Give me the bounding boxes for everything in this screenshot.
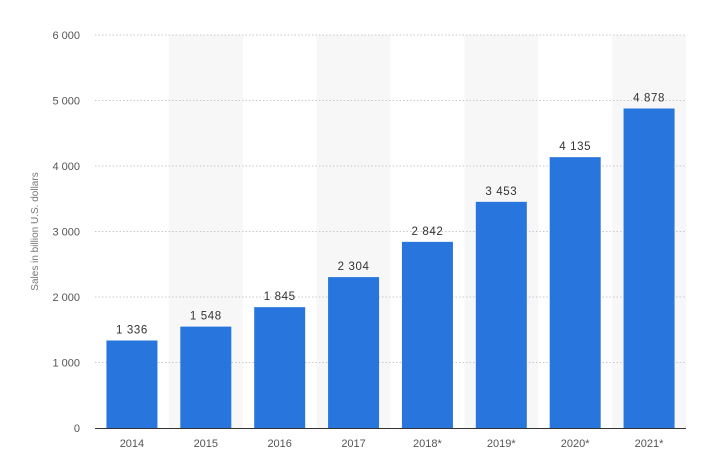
bar-2019: [475, 201, 527, 428]
x-tick-label: 2019*: [487, 438, 516, 450]
y-tick-label: 1 000: [52, 358, 80, 370]
x-tick-label: 2018*: [413, 438, 442, 450]
y-tick-label: 3 000: [52, 227, 80, 239]
bar-2021: [623, 108, 675, 428]
y-axis-label: Sales in billion U.S. dollars: [30, 172, 41, 290]
x-tick-label: 2015: [194, 438, 218, 450]
bar-2015: [180, 326, 232, 428]
bar-2014: [106, 340, 158, 428]
data-label: 4 135: [559, 141, 591, 153]
data-label: 1 548: [190, 311, 222, 323]
data-labels: 1 336 1 548 1 845 2 304 2 842 3 453 4 135 4 878: [116, 92, 665, 336]
data-label: 4 878: [633, 92, 665, 104]
y-tick-label: 4 000: [52, 161, 80, 173]
bar-2017: [328, 277, 380, 428]
bar-2016: [254, 307, 306, 428]
bar-2018: [401, 241, 453, 428]
x-tick-label: 2016: [267, 438, 291, 450]
data-label: 2 842: [412, 226, 444, 238]
y-tick-label: 0: [74, 423, 80, 435]
x-tick-label: 2021*: [635, 438, 664, 450]
x-tick-label: 2017: [341, 438, 365, 450]
data-label: 2 304: [338, 261, 370, 273]
bar-2020: [549, 157, 601, 428]
data-label: 1 845: [264, 291, 296, 303]
y-tick-label: 2 000: [52, 292, 80, 304]
bars: [106, 108, 675, 428]
y-axis-ticks: 0 1 000 2 000 3 000 4 000 5 000 6 000: [52, 30, 80, 435]
y-tick-label: 5 000: [52, 96, 80, 108]
x-tick-label: 2014: [120, 438, 144, 450]
x-tick-label: 2020*: [561, 438, 590, 450]
data-label: 3 453: [485, 186, 517, 198]
data-label: 1 336: [116, 324, 148, 336]
y-tick-label: 6 000: [52, 30, 80, 42]
x-axis-ticks: 2014 2015 2016 2017 2018* 2019* 2020* 2021*: [120, 438, 664, 450]
